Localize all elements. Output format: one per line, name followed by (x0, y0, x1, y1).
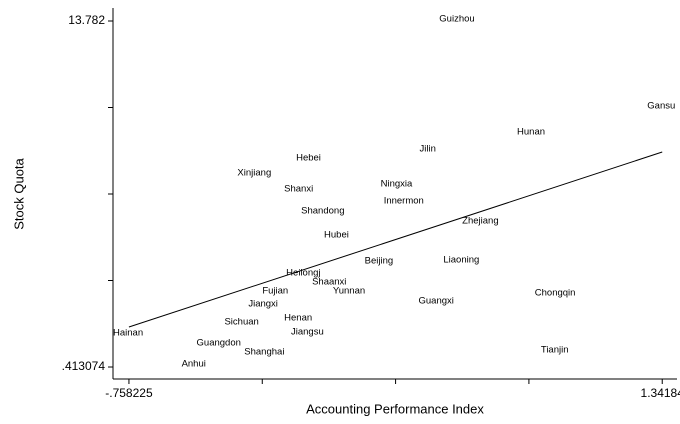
point-label: Beijing (365, 256, 394, 267)
point-label: Jilin (420, 144, 436, 155)
point-label: Hebei (296, 153, 321, 164)
point-label: Anhui (182, 359, 206, 370)
point-label: Liaoning (443, 255, 479, 266)
point-label: Shandong (301, 206, 344, 217)
point-label: Guangdon (197, 338, 241, 349)
point-label: Hunan (517, 127, 545, 138)
point-label: Yunnan (333, 286, 365, 297)
point-label: Fujian (262, 286, 288, 297)
point-label: Hainan (113, 328, 143, 339)
point-label: Shanxi (284, 184, 313, 195)
x-axis-title: Accounting Performance Index (306, 401, 484, 416)
point-label: Shanghai (244, 347, 284, 358)
point-label: Ningxia (381, 179, 413, 190)
point-label: Chongqin (535, 288, 576, 299)
point-label: Zhejiang (462, 216, 498, 227)
point-label: Jiangsu (291, 327, 324, 338)
y-tick-label: .413074 (62, 359, 106, 373)
y-tick-label: 13.782 (68, 13, 105, 27)
point-label: Jiangxi (248, 299, 278, 310)
y-axis-title: Stock Quota (11, 157, 26, 229)
point-label: Xinjiang (237, 168, 271, 179)
point-label: Henan (284, 313, 312, 324)
point-label: Innermon (384, 196, 424, 207)
point-label: Guizhou (439, 14, 474, 25)
x-tick-label: 1.34184 (641, 386, 680, 400)
point-label: Shaanxi (312, 277, 346, 288)
point-label: Hubei (324, 230, 349, 241)
point-label: Heilongj (286, 268, 320, 279)
point-label: Guangxi (418, 296, 453, 307)
x-tick-label: -.758225 (105, 386, 153, 400)
point-label: Sichuan (224, 317, 258, 328)
point-label: Gansu (647, 101, 675, 112)
point-label: Tianjin (541, 345, 569, 356)
fit-line (128, 151, 663, 328)
